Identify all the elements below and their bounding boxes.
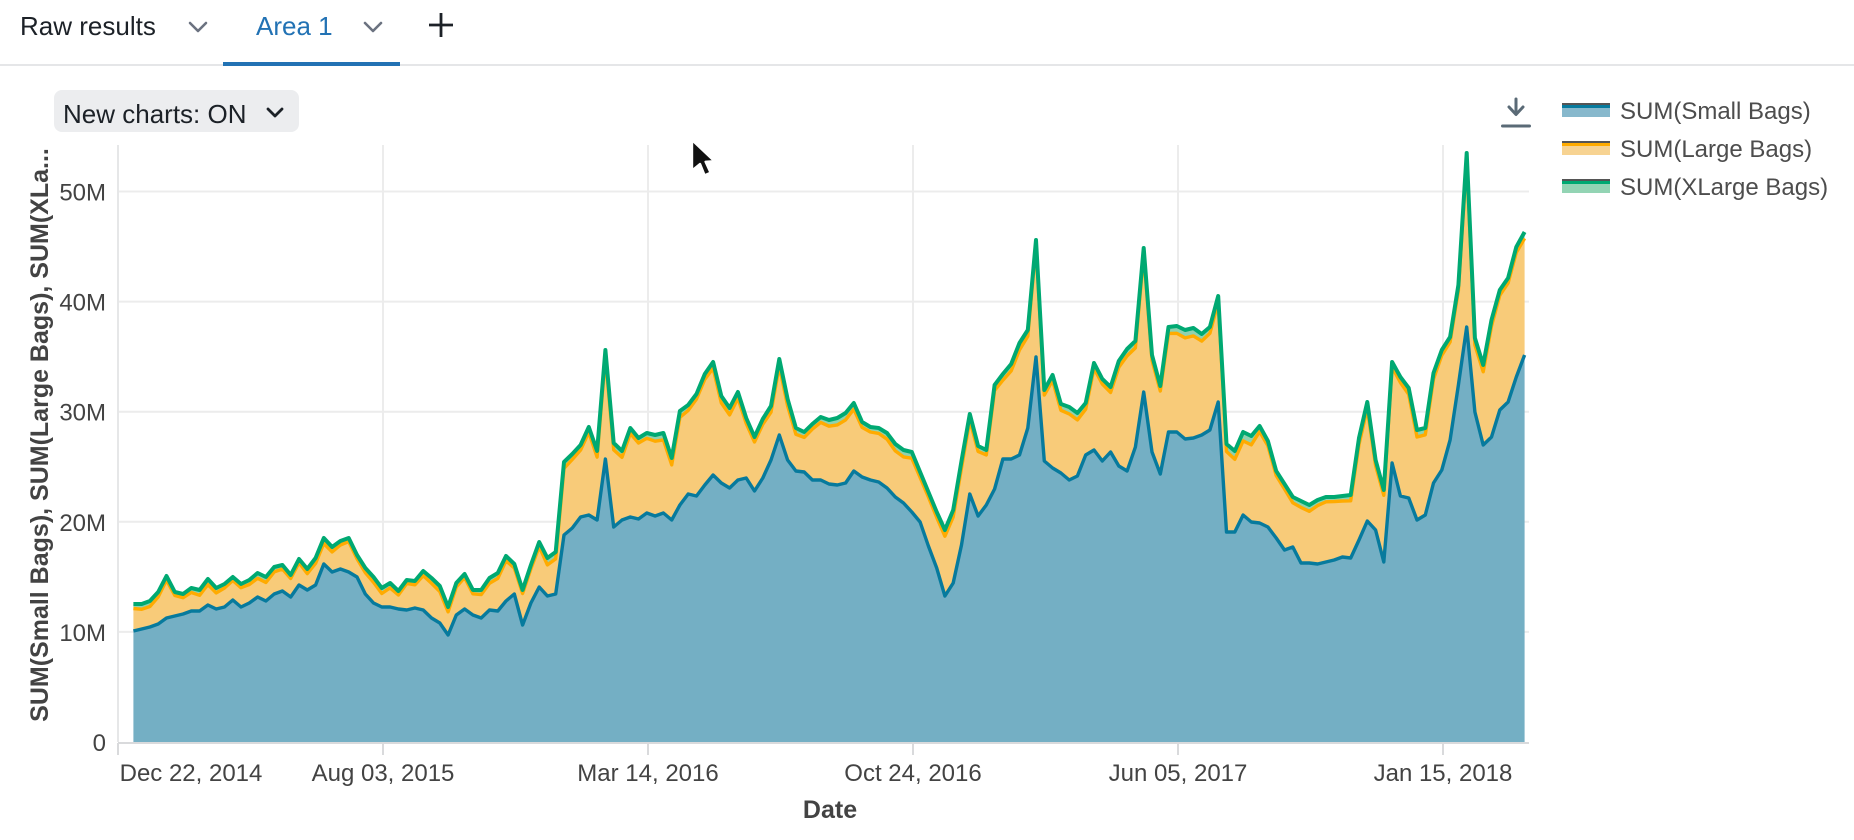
svg-text:Mar 14, 2016: Mar 14, 2016 xyxy=(577,760,718,787)
svg-text:SUM(Small Bags), SUM(Large Bag: SUM(Small Bags), SUM(Large Bags), SUM(XL… xyxy=(26,148,54,722)
svg-text:20M: 20M xyxy=(59,510,106,537)
svg-text:Jun 05, 2017: Jun 05, 2017 xyxy=(1109,760,1248,787)
svg-text:0: 0 xyxy=(93,730,106,757)
svg-text:Jan 15, 2018: Jan 15, 2018 xyxy=(1374,760,1513,787)
svg-text:40M: 40M xyxy=(59,290,106,317)
svg-text:Aug 03, 2015: Aug 03, 2015 xyxy=(312,760,455,787)
svg-text:Oct 24, 2016: Oct 24, 2016 xyxy=(844,760,981,787)
svg-text:10M: 10M xyxy=(59,620,106,647)
svg-text:50M: 50M xyxy=(59,180,106,207)
svg-text:Dec 22, 2014: Dec 22, 2014 xyxy=(120,760,263,787)
svg-text:Date: Date xyxy=(803,796,857,824)
svg-text:30M: 30M xyxy=(59,400,106,427)
